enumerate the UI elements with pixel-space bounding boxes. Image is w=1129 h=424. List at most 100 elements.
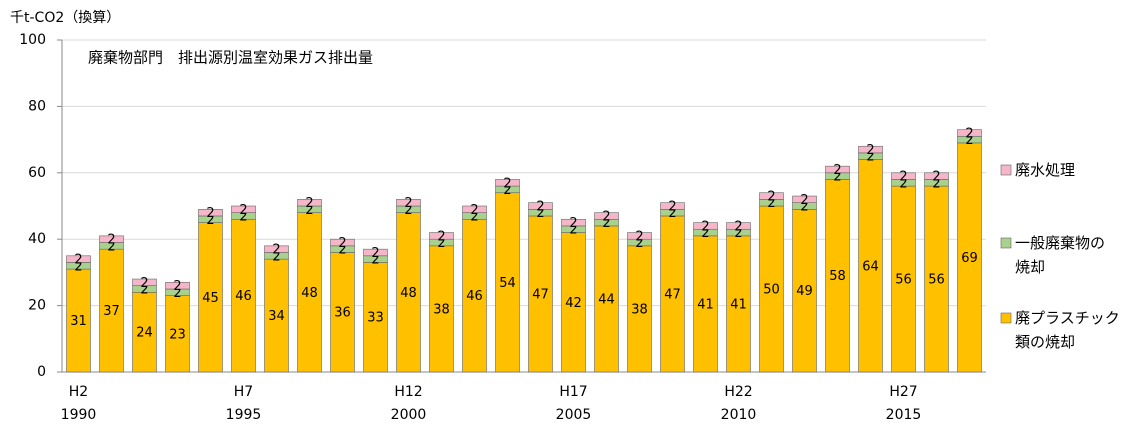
y-tick-label: 40 — [28, 231, 46, 247]
chart-title: 廃棄物部門 排出源別温室効果ガス排出量 — [88, 49, 373, 67]
y-tick-label: 60 — [28, 165, 46, 181]
data-label: 2 — [767, 190, 775, 205]
data-label: 23 — [169, 327, 186, 342]
bar-segment — [660, 202, 685, 210]
data-label: 38 — [433, 302, 450, 317]
bar-segment — [957, 142, 982, 373]
x-tick-label: 2015 — [886, 407, 922, 423]
bar-segment — [660, 215, 685, 373]
data-label: 50 — [763, 283, 780, 298]
bar-segment — [759, 192, 784, 200]
bar-segment — [297, 212, 322, 373]
bar-segment — [495, 192, 520, 373]
x-tick-label: H22 — [724, 384, 752, 400]
data-label: 24 — [136, 326, 153, 341]
data-label: 2 — [536, 206, 544, 221]
bar-segment — [396, 199, 421, 207]
bar-segment — [231, 205, 256, 213]
data-label: 2 — [602, 216, 610, 231]
bar-segment — [627, 245, 652, 373]
data-label: 2 — [371, 253, 379, 268]
data-label: 2 — [569, 216, 577, 231]
bar-segment — [99, 248, 124, 373]
bar-segment — [693, 235, 718, 373]
data-label: 31 — [70, 314, 87, 329]
x-tick-label: H12 — [394, 384, 422, 400]
x-tick-label: H27 — [889, 384, 917, 400]
y-tick-label: 80 — [28, 98, 46, 114]
data-label: 2 — [635, 229, 643, 244]
bar-segment — [99, 235, 124, 243]
data-label: 2 — [734, 226, 742, 241]
data-label: 48 — [301, 286, 318, 301]
bar-segment — [858, 145, 883, 154]
bar-segment — [792, 209, 817, 373]
data-label: 2 — [734, 219, 742, 234]
data-label: 2 — [701, 226, 709, 241]
bar-segment — [792, 195, 817, 203]
bar-segment — [198, 209, 223, 217]
data-label: 64 — [862, 259, 879, 274]
data-label: 47 — [532, 287, 549, 302]
data-label: 2 — [437, 229, 445, 244]
x-tick-label: H7 — [234, 384, 253, 400]
data-label: 45 — [202, 291, 219, 306]
data-label: 2 — [239, 209, 247, 224]
data-label: 33 — [367, 311, 384, 326]
data-label: 2 — [74, 253, 82, 268]
legend-label: 廃プラスチック 類の焼却 — [1015, 309, 1120, 351]
data-label: 46 — [466, 289, 483, 304]
bar-segment — [561, 218, 586, 227]
data-label: 2 — [932, 176, 940, 191]
data-label: 2 — [305, 203, 313, 218]
data-label: 2 — [74, 259, 82, 274]
legend-swatch — [1000, 312, 1012, 324]
x-tick-label: 2010 — [721, 407, 757, 423]
data-label: 2 — [932, 170, 940, 185]
bar-segment — [132, 278, 157, 286]
data-label: 58 — [829, 269, 846, 284]
bar-segment — [231, 218, 256, 373]
data-label: 41 — [697, 297, 714, 312]
data-label: 42 — [565, 296, 582, 311]
data-label: 2 — [866, 150, 874, 165]
data-label: 2 — [767, 196, 775, 211]
bar-segment — [825, 179, 850, 373]
bar-segment — [264, 258, 289, 373]
bar-segment — [891, 185, 916, 373]
data-label: 2 — [536, 200, 544, 215]
data-label: 2 — [470, 209, 478, 224]
data-label: 2 — [338, 243, 346, 258]
y-tick-label: 100 — [19, 32, 46, 48]
data-label: 46 — [235, 289, 252, 304]
data-label: 44 — [598, 292, 615, 307]
bar-segment — [825, 165, 850, 174]
data-label: 56 — [895, 273, 912, 288]
bar-segment — [528, 202, 553, 210]
bar-segment — [66, 255, 91, 263]
data-label: 2 — [107, 239, 115, 254]
legend-swatch — [1000, 164, 1012, 176]
legend-swatch — [1000, 237, 1012, 249]
data-label: 2 — [833, 163, 841, 178]
bar-segment — [165, 282, 190, 290]
data-label: 2 — [668, 206, 676, 221]
data-label: 2 — [503, 183, 511, 198]
data-label: 49 — [796, 284, 813, 299]
bar-segment — [462, 205, 487, 213]
bar-segment — [66, 268, 91, 373]
data-label: 2 — [470, 203, 478, 218]
data-label: 48 — [400, 286, 417, 301]
data-label: 37 — [103, 304, 120, 319]
bar-segment — [627, 232, 652, 240]
bar-segment — [429, 232, 454, 240]
data-label: 38 — [631, 302, 648, 317]
bar-segment — [528, 215, 553, 373]
data-label: 2 — [173, 286, 181, 301]
bar-segment — [429, 245, 454, 373]
data-label: 2 — [173, 279, 181, 294]
data-label: 2 — [140, 283, 148, 298]
data-label: 47 — [664, 287, 681, 302]
bar-segment — [891, 172, 916, 180]
